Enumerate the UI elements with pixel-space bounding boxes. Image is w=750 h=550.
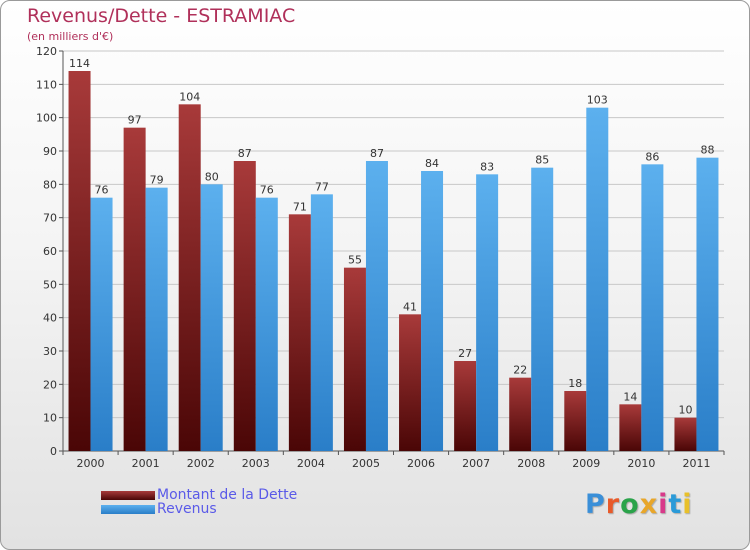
data-label-debt: 55: [348, 254, 362, 267]
x-tick-label: 2002: [187, 457, 215, 470]
data-label-debt: 22: [513, 364, 527, 377]
legend-item-debt: Montant de la Dette: [101, 487, 298, 503]
x-tick-label: 2003: [242, 457, 270, 470]
logo-letter: o: [620, 489, 640, 520]
data-label-debt: 27: [458, 347, 472, 360]
x-tick-label: 2008: [517, 457, 545, 470]
data-label-revenus: 87: [370, 147, 384, 160]
data-label-revenus: 85: [535, 154, 549, 167]
logo-letter: x: [639, 489, 659, 520]
legend-swatch-debt: [101, 490, 155, 500]
data-label-revenus: 80: [205, 170, 219, 183]
x-tick-label: 2004: [297, 457, 325, 470]
data-label-debt: 18: [568, 377, 582, 390]
bar-debt: [288, 214, 311, 451]
legend-label-revenus: Revenus: [157, 501, 217, 517]
bar-debt: [564, 391, 587, 451]
bar-debt: [509, 377, 532, 451]
data-label-revenus: 86: [645, 150, 659, 163]
y-tick-label: 20: [43, 378, 57, 391]
bar-debt: [674, 417, 697, 451]
bar-revenus: [696, 157, 719, 451]
data-label-revenus: 84: [425, 157, 439, 170]
bar-revenus: [310, 194, 333, 452]
legend-item-revenus: Revenus: [101, 501, 217, 517]
logo-letter: r: [605, 489, 621, 520]
bar-revenus: [586, 107, 609, 452]
y-tick-label: 80: [43, 178, 57, 191]
y-tick-label: 40: [43, 312, 57, 325]
bar-debt: [68, 71, 91, 451]
chart-title: Revenus/Dette - ESTRAMIAC: [27, 5, 296, 27]
logo-letter: t: [668, 489, 683, 520]
bar-debt: [619, 404, 642, 451]
y-tick-label: 60: [43, 245, 57, 258]
logo-letter: i: [682, 489, 693, 520]
logo-letter: i: [658, 489, 669, 520]
grid-lines: [63, 50, 724, 419]
y-tick-label: 100: [36, 112, 57, 125]
bar-revenus: [421, 171, 444, 451]
bar-revenus: [531, 167, 554, 451]
bar-revenus: [145, 187, 168, 451]
x-tick-label: 2006: [407, 457, 435, 470]
data-label-debt: 10: [678, 404, 692, 417]
logo-letter: P: [585, 489, 606, 520]
y-tick-label: 120: [36, 45, 57, 58]
y-tick-label: 90: [43, 145, 57, 158]
bar-revenus: [90, 197, 113, 451]
data-label-revenus: 76: [95, 184, 109, 197]
y-tick-label: 50: [43, 278, 57, 291]
data-label-debt: 71: [293, 200, 307, 213]
data-label-debt: 104: [179, 90, 200, 103]
data-label-debt: 14: [623, 390, 637, 403]
data-label-revenus: 76: [260, 184, 274, 197]
data-label-revenus: 103: [587, 94, 608, 107]
x-tick-label: 2010: [627, 457, 655, 470]
y-tick-label: 0: [50, 445, 57, 458]
y-tick-label: 30: [43, 345, 57, 358]
bar-revenus: [476, 174, 499, 452]
data-label-revenus: 88: [700, 144, 714, 157]
data-label-revenus: 83: [480, 160, 494, 173]
data-label-revenus: 79: [150, 174, 164, 187]
chart-subtitle: (en milliers d'€): [27, 30, 114, 43]
x-tick-label: 2011: [682, 457, 710, 470]
data-label-revenus: 77: [315, 180, 329, 193]
bar-debt: [343, 267, 366, 451]
x-tick-label: 2007: [462, 457, 490, 470]
data-label-debt: 87: [238, 147, 252, 160]
x-tick-label: 2005: [352, 457, 380, 470]
x-tick-label: 2000: [77, 457, 105, 470]
data-label-debt: 41: [403, 300, 417, 313]
bar-revenus: [200, 184, 223, 452]
y-tick-label: 10: [43, 412, 57, 425]
bar-debt: [123, 127, 146, 452]
legend-label-debt: Montant de la Dette: [157, 487, 298, 503]
bar-debt: [178, 104, 201, 451]
x-tick-label: 2001: [132, 457, 160, 470]
bar-revenus: [255, 197, 278, 451]
legend-swatch-revenus: [101, 504, 155, 514]
bars: [68, 71, 719, 452]
data-labels: 114 76 97 79 104 80 87 76 71 77 55 87 41 84 27 83 22 85 18…: [69, 57, 714, 417]
bar-debt: [399, 314, 422, 451]
axes: 0 10 20 30 40 50 60 70 80 90 100 110 120 2000 2001 2002…: [36, 45, 725, 470]
bar-revenus: [365, 161, 388, 451]
data-label-debt: 114: [69, 57, 90, 70]
y-tick-label: 70: [43, 212, 57, 225]
bar-debt: [233, 161, 256, 451]
x-tick-label: 2009: [572, 457, 600, 470]
bar-debt: [454, 361, 477, 451]
data-label-debt: 97: [128, 114, 142, 127]
proxiti-logo: Proxiti: [585, 489, 693, 520]
bar-revenus: [641, 164, 664, 452]
y-tick-label: 110: [36, 78, 57, 91]
